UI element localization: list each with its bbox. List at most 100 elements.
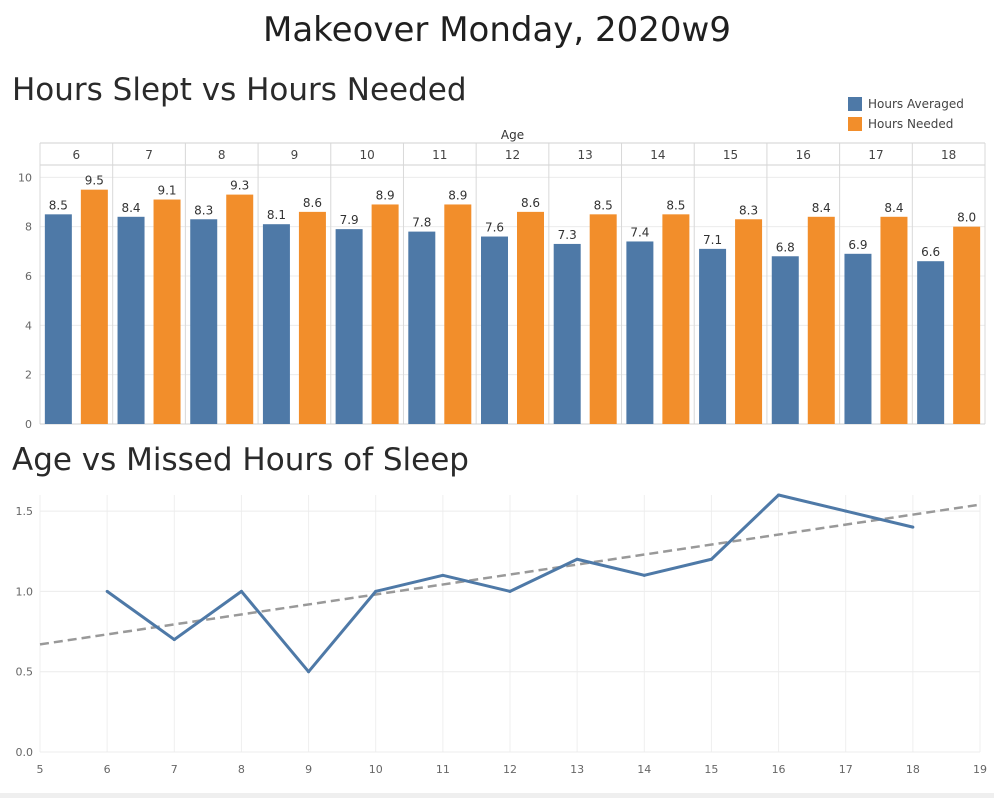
bar-hours-needed-14 <box>662 214 690 424</box>
x-tick-label: 17 <box>839 763 853 776</box>
bar-hours-needed-8 <box>226 194 254 424</box>
data-label-hours-averaged-7: 8.4 <box>121 201 140 215</box>
dashboard-title: Makeover Monday, 2020w9 <box>263 10 731 50</box>
missed-hours-point-age-18 <box>911 525 915 529</box>
data-label-hours-averaged-8: 8.3 <box>194 203 213 217</box>
bar-hours-averaged-17 <box>844 253 872 424</box>
legend-item-hours-needed[interactable]: Hours Needed <box>848 114 964 134</box>
y-tick-label: 2 <box>25 369 32 382</box>
age-header-7: 7 <box>145 148 153 162</box>
data-label-hours-needed-6: 9.5 <box>85 174 104 188</box>
data-label-hours-averaged-16: 6.8 <box>776 240 795 254</box>
data-label-hours-averaged-13: 7.3 <box>558 228 577 242</box>
bar-hours-needed-9 <box>298 211 326 424</box>
bar-hours-needed-17 <box>880 216 908 424</box>
bar-hours-averaged-8 <box>190 219 218 424</box>
x-tick-label: 8 <box>238 763 245 776</box>
bar-hours-averaged-10 <box>335 229 363 424</box>
bar-hours-needed-18 <box>953 226 981 424</box>
y-tick-label: 4 <box>25 319 32 332</box>
age-header-17: 17 <box>868 148 883 162</box>
age-header-13: 13 <box>578 148 593 162</box>
data-label-hours-needed-10: 8.9 <box>376 188 395 202</box>
x-tick-label: 14 <box>637 763 651 776</box>
bar-hours-needed-13 <box>589 214 617 424</box>
x-tick-label: 7 <box>171 763 178 776</box>
y-tick-label: 1.5 <box>16 505 34 518</box>
y-tick-label: 0.5 <box>16 666 34 679</box>
y-tick-label: 0.0 <box>16 746 34 759</box>
data-label-hours-needed-17: 8.4 <box>884 201 903 215</box>
legend-item-hours-averaged[interactable]: Hours Averaged <box>848 94 964 114</box>
bar-hours-averaged-16 <box>771 256 799 424</box>
x-tick-label: 18 <box>906 763 920 776</box>
bar-legend: Hours Averaged Hours Needed <box>848 94 964 134</box>
x-tick-label: 11 <box>436 763 450 776</box>
data-label-hours-averaged-12: 7.6 <box>485 221 504 235</box>
bar-chart: Age 0 2 4 6 8 10 6 8.5 9.5 7 8.4 9.1 8 8.3 9.3 9 8.1 8.6 10… <box>18 128 986 431</box>
data-label-hours-needed-9: 8.6 <box>303 196 322 210</box>
x-tick-label: 19 <box>973 763 987 776</box>
trend-line <box>39 503 981 646</box>
x-tick-label: 13 <box>570 763 584 776</box>
bar-chart-title: Hours Slept vs Hours Needed <box>12 72 467 108</box>
x-tick-label: 5 <box>37 763 44 776</box>
data-label-hours-needed-11: 8.9 <box>448 188 467 202</box>
x-tick-label: 9 <box>305 763 312 776</box>
missed-hours-point-age-12 <box>508 589 512 593</box>
data-label-hours-averaged-15: 7.1 <box>703 233 722 247</box>
bar-hours-needed-10 <box>371 204 399 424</box>
bar-hours-needed-7 <box>153 199 181 424</box>
bar-hours-averaged-18 <box>917 261 945 424</box>
y-tick-label: 10 <box>18 171 32 184</box>
age-header-9: 9 <box>291 148 299 162</box>
missed-hours-point-age-16 <box>777 493 781 497</box>
data-label-hours-averaged-6: 8.5 <box>49 198 68 212</box>
bar-hours-averaged-7 <box>117 216 145 424</box>
age-header-10: 10 <box>359 148 374 162</box>
y-tick-label: 1.0 <box>16 585 34 598</box>
legend-label-hours-averaged: Hours Averaged <box>868 97 964 111</box>
data-label-hours-needed-13: 8.5 <box>594 198 613 212</box>
bar-hours-needed-11 <box>444 204 472 424</box>
age-header-16: 16 <box>796 148 811 162</box>
bar-hours-averaged-6 <box>44 214 72 424</box>
bar-hours-averaged-13 <box>553 243 581 424</box>
age-header-18: 18 <box>941 148 956 162</box>
bar-hours-needed-16 <box>807 216 835 424</box>
legend-label-hours-needed: Hours Needed <box>868 117 954 131</box>
age-header-6: 6 <box>73 148 81 162</box>
legend-swatch-hours-needed <box>848 117 862 131</box>
legend-swatch-hours-averaged <box>848 97 862 111</box>
data-label-hours-needed-18: 8.0 <box>957 211 976 225</box>
missed-hours-point-age-13 <box>575 557 579 561</box>
missed-hours-point-age-6 <box>105 589 109 593</box>
data-label-hours-averaged-18: 6.6 <box>921 245 940 259</box>
data-label-hours-needed-7: 9.1 <box>157 184 176 198</box>
missed-hours-point-age-7 <box>172 638 176 642</box>
x-tick-label: 10 <box>369 763 383 776</box>
data-label-hours-needed-12: 8.6 <box>521 196 540 210</box>
missed-hours-point-age-10 <box>374 589 378 593</box>
missed-hours-point-age-15 <box>709 557 713 561</box>
line-chart-title: Age vs Missed Hours of Sleep <box>12 442 469 478</box>
bar-hours-averaged-15 <box>699 248 727 424</box>
age-header-8: 8 <box>218 148 226 162</box>
age-header-11: 11 <box>432 148 447 162</box>
bar-hours-averaged-14 <box>626 241 654 424</box>
age-header-14: 14 <box>650 148 665 162</box>
missed-hours-point-age-17 <box>844 509 848 513</box>
data-label-hours-needed-8: 9.3 <box>230 179 249 193</box>
data-label-hours-needed-14: 8.5 <box>666 198 685 212</box>
data-label-hours-averaged-14: 7.4 <box>630 225 649 239</box>
age-header-12: 12 <box>505 148 520 162</box>
bar-hours-needed-15 <box>735 219 763 424</box>
y-tick-label: 0 <box>25 418 32 431</box>
x-tick-label: 12 <box>503 763 517 776</box>
x-tick-label: 15 <box>704 763 718 776</box>
age-header-label: Age <box>501 128 524 142</box>
y-tick-label: 8 <box>25 221 32 234</box>
x-tick-label: 6 <box>104 763 111 776</box>
